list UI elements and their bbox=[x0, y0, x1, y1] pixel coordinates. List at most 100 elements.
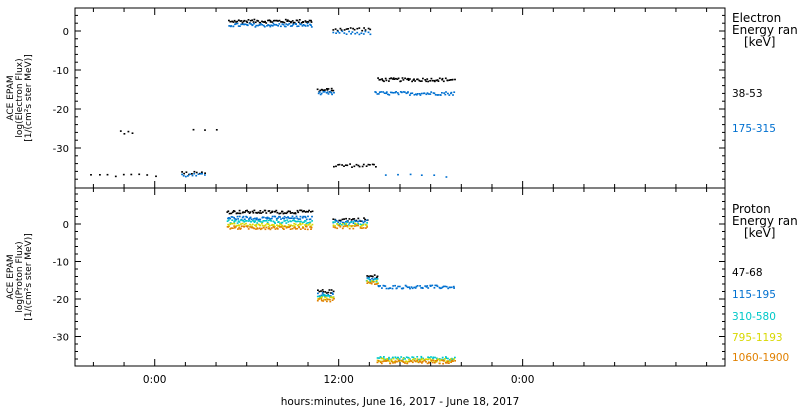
proton-point bbox=[243, 226, 246, 228]
electron-point bbox=[297, 25, 300, 27]
proton-point bbox=[376, 361, 379, 364]
proton-point bbox=[355, 224, 358, 227]
proton-point bbox=[378, 357, 380, 359]
proton-point bbox=[377, 359, 380, 362]
proton-point bbox=[237, 220, 240, 222]
electron-ytick-label: 0 bbox=[63, 27, 69, 38]
proton-point bbox=[341, 224, 343, 226]
proton-point bbox=[304, 216, 307, 219]
proton-point bbox=[250, 218, 253, 221]
proton-point bbox=[276, 211, 279, 214]
proton-point bbox=[347, 224, 350, 226]
proton-point bbox=[248, 218, 250, 220]
proton-point bbox=[394, 360, 397, 362]
proton-point bbox=[245, 225, 248, 227]
proton-point bbox=[254, 220, 257, 222]
proton-point bbox=[332, 293, 334, 295]
proton-point bbox=[284, 219, 287, 222]
proton-point bbox=[454, 360, 456, 362]
electron-point bbox=[448, 94, 451, 96]
proton-point bbox=[254, 217, 256, 220]
proton-point bbox=[249, 226, 251, 228]
electron-point bbox=[338, 163, 341, 166]
electron-point bbox=[448, 79, 451, 81]
electron-point bbox=[300, 23, 302, 26]
proton-point bbox=[350, 225, 353, 227]
electron-point bbox=[436, 79, 439, 81]
electron-point bbox=[404, 77, 406, 80]
proton-point bbox=[425, 361, 427, 363]
electron-point bbox=[382, 91, 385, 93]
proton-point bbox=[231, 216, 234, 218]
proton-point bbox=[430, 359, 433, 362]
electron-point bbox=[181, 173, 183, 176]
proton-point bbox=[310, 211, 312, 213]
electron-point bbox=[285, 23, 288, 25]
proton-point bbox=[307, 224, 310, 226]
electron-point bbox=[395, 91, 397, 93]
proton-point bbox=[297, 224, 300, 226]
electron-point bbox=[293, 21, 296, 24]
proton-point bbox=[410, 286, 413, 288]
proton-point bbox=[247, 224, 249, 227]
proton-point bbox=[357, 217, 360, 220]
electron-point bbox=[445, 91, 447, 93]
proton-point bbox=[322, 300, 325, 302]
proton-point bbox=[248, 219, 251, 222]
proton-point bbox=[250, 221, 252, 223]
proton-point bbox=[413, 358, 416, 360]
electron-point bbox=[376, 93, 379, 95]
proton-point bbox=[266, 221, 269, 224]
electron-point bbox=[155, 175, 157, 178]
electron-point bbox=[357, 164, 360, 167]
proton-point bbox=[342, 222, 345, 224]
proton-point bbox=[438, 360, 441, 362]
proton-point bbox=[231, 219, 234, 221]
proton-point bbox=[295, 215, 298, 218]
proton-point bbox=[274, 225, 276, 228]
electron-point bbox=[307, 21, 310, 23]
electron-point bbox=[310, 21, 313, 23]
proton-point bbox=[241, 222, 244, 225]
proton-point bbox=[285, 227, 288, 229]
proton-point bbox=[286, 219, 289, 221]
proton-point bbox=[394, 361, 396, 364]
electron-point bbox=[361, 165, 364, 168]
electron-point bbox=[261, 20, 263, 23]
proton-point bbox=[352, 218, 354, 220]
proton-point bbox=[253, 227, 256, 230]
electron-point bbox=[420, 80, 423, 82]
proton-point bbox=[310, 228, 312, 230]
electron-point bbox=[403, 91, 406, 93]
proton-point bbox=[384, 285, 387, 287]
electron-point bbox=[351, 166, 353, 168]
proton-legend-entry: 47-68 bbox=[732, 267, 763, 279]
proton-point bbox=[262, 226, 265, 229]
electron-point bbox=[424, 79, 427, 81]
electron-point bbox=[383, 92, 386, 94]
proton-point bbox=[448, 360, 451, 363]
electron-point bbox=[378, 91, 381, 93]
electron-point bbox=[200, 173, 202, 175]
electron-point bbox=[318, 91, 321, 93]
electron-point bbox=[367, 27, 370, 30]
proton-point bbox=[238, 215, 241, 218]
proton-point bbox=[296, 217, 299, 220]
proton-point bbox=[256, 228, 259, 230]
proton-point bbox=[440, 287, 443, 289]
proton-point bbox=[251, 219, 254, 222]
electron-point bbox=[308, 19, 311, 22]
proton-point bbox=[293, 212, 295, 215]
electron-point bbox=[409, 92, 412, 95]
proton-point bbox=[372, 281, 374, 283]
electron-ylabel-line: log(Electron Flux) bbox=[15, 58, 25, 137]
proton-point bbox=[287, 224, 290, 226]
electron-point bbox=[450, 91, 453, 94]
proton-point bbox=[445, 356, 447, 358]
proton-point bbox=[438, 362, 441, 365]
proton-point bbox=[240, 223, 242, 225]
proton-point bbox=[233, 221, 236, 223]
proton-point bbox=[292, 217, 295, 220]
proton-point bbox=[369, 282, 372, 284]
electron-point bbox=[419, 94, 422, 96]
